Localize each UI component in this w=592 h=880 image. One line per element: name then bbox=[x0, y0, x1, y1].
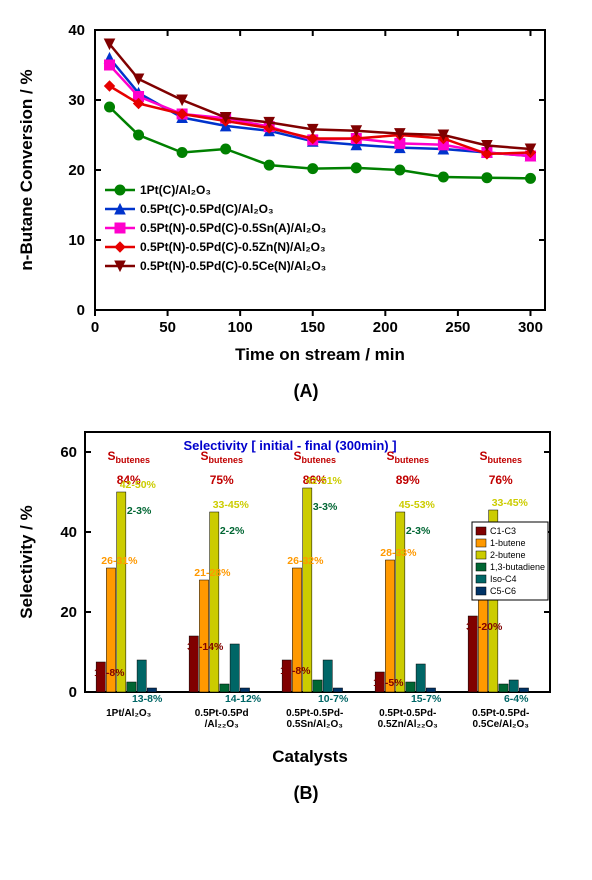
line-chart: n-Butane Conversion / % Time on stream /… bbox=[10, 10, 570, 370]
y-axis-label: n-Butane Conversion / % bbox=[17, 69, 36, 270]
x-axis-label-b: Catalysts bbox=[272, 747, 348, 766]
panel-a: n-Butane Conversion / % Time on stream /… bbox=[10, 10, 592, 402]
svg-text:0: 0 bbox=[77, 302, 85, 319]
svg-text:Sbutenes: Sbutenes bbox=[386, 449, 429, 465]
svg-text:C1-C3: C1-C3 bbox=[490, 526, 516, 536]
svg-text:0.5Pt-0.5Pd-: 0.5Pt-0.5Pd- bbox=[286, 708, 343, 719]
bar-chart: Selectivity / % Catalysts Selectivity [ … bbox=[10, 412, 570, 772]
svg-text:2-3%: 2-3% bbox=[406, 525, 431, 537]
panel-a-label: (A) bbox=[10, 381, 592, 402]
svg-text:15-8%: 15-8% bbox=[94, 667, 125, 679]
svg-text:60: 60 bbox=[60, 444, 77, 461]
svg-text:0: 0 bbox=[91, 319, 99, 336]
svg-text:200: 200 bbox=[373, 319, 398, 336]
svg-text:1,3-butadiene: 1,3-butadiene bbox=[490, 562, 545, 572]
svg-text:0.5Pt(N)-0.5Pd(C)-0.5Zn(N)/Al₂: 0.5Pt(N)-0.5Pd(C)-0.5Zn(N)/Al₂O₃ bbox=[140, 240, 326, 254]
svg-text:C5-C6: C5-C6 bbox=[490, 586, 516, 596]
svg-text:42-51%: 42-51% bbox=[306, 475, 343, 487]
svg-text:Sbutenes: Sbutenes bbox=[107, 449, 150, 465]
svg-text:20: 20 bbox=[60, 604, 77, 621]
svg-text:10-7%: 10-7% bbox=[318, 693, 349, 705]
svg-text:0.5Pt(N)-0.5Pd(C)-0.5Ce(N)/Al₂: 0.5Pt(N)-0.5Pd(C)-0.5Ce(N)/Al₂O₃ bbox=[140, 259, 326, 273]
panel-b-label: (B) bbox=[10, 783, 592, 804]
svg-text:2-3%: 2-3% bbox=[127, 505, 152, 517]
svg-text:Iso-C4: Iso-C4 bbox=[490, 574, 517, 584]
x-axis-label: Time on stream / min bbox=[235, 345, 405, 364]
svg-text:0.5Zn/Al₂₂O₃: 0.5Zn/Al₂₂O₃ bbox=[378, 719, 439, 730]
svg-text:100: 100 bbox=[228, 319, 253, 336]
svg-text:0.5Sn/Al₂O₃: 0.5Sn/Al₂O₃ bbox=[287, 719, 344, 730]
svg-text:/Al₂₂O₃: /Al₂₂O₃ bbox=[205, 719, 239, 730]
svg-text:76%: 76% bbox=[489, 473, 513, 487]
svg-text:40: 40 bbox=[60, 524, 77, 541]
svg-text:33-45%: 33-45% bbox=[213, 499, 250, 511]
svg-text:0.5Pt(C)-0.5Pd(C)/Al₂O₃: 0.5Pt(C)-0.5Pd(C)/Al₂O₃ bbox=[140, 202, 274, 216]
panel-b: Selectivity / % Catalysts Selectivity [ … bbox=[10, 412, 592, 804]
svg-text:26-32%: 26-32% bbox=[287, 555, 324, 567]
svg-text:40: 40 bbox=[68, 22, 85, 39]
svg-text:89%: 89% bbox=[396, 473, 420, 487]
svg-text:26-31%: 26-31% bbox=[101, 555, 138, 567]
svg-text:2-butene: 2-butene bbox=[490, 550, 526, 560]
svg-text:13-8%: 13-8% bbox=[132, 693, 163, 705]
svg-text:3-3%: 3-3% bbox=[313, 501, 338, 513]
svg-text:Sbutenes: Sbutenes bbox=[479, 449, 522, 465]
svg-text:0.5Pt-0.5Pd-: 0.5Pt-0.5Pd- bbox=[379, 708, 436, 719]
svg-text:14-12%: 14-12% bbox=[225, 693, 262, 705]
y-axis-label-b: Selectivity / % bbox=[17, 505, 36, 618]
svg-text:1Pt/Al₂O₃: 1Pt/Al₂O₃ bbox=[106, 708, 152, 719]
svg-text:42-50%: 42-50% bbox=[120, 479, 157, 491]
svg-text:15-7%: 15-7% bbox=[411, 693, 442, 705]
svg-text:0.5Pt-0.5Pd-: 0.5Pt-0.5Pd- bbox=[472, 708, 529, 719]
svg-text:38-20%: 38-20% bbox=[466, 621, 503, 633]
svg-text:6-4%: 6-4% bbox=[504, 693, 529, 705]
svg-text:20: 20 bbox=[68, 162, 85, 179]
svg-text:33-45%: 33-45% bbox=[492, 497, 529, 509]
svg-text:30: 30 bbox=[68, 92, 85, 109]
svg-text:150: 150 bbox=[300, 319, 325, 336]
svg-text:75%: 75% bbox=[210, 473, 234, 487]
svg-text:21-28%: 21-28% bbox=[194, 567, 231, 579]
svg-text:250: 250 bbox=[445, 319, 470, 336]
svg-text:1Pt(C)/Al₂O₃: 1Pt(C)/Al₂O₃ bbox=[140, 183, 211, 197]
svg-text:30-14%: 30-14% bbox=[187, 641, 224, 653]
svg-text:0: 0 bbox=[69, 684, 77, 701]
svg-text:0.5Pt(N)-0.5Pd(C)-0.5Sn(A)/Al₂: 0.5Pt(N)-0.5Pd(C)-0.5Sn(A)/Al₂O₃ bbox=[140, 221, 326, 235]
svg-text:1-butene: 1-butene bbox=[490, 538, 526, 548]
svg-text:0.5Pt-0.5Pd: 0.5Pt-0.5Pd bbox=[195, 708, 249, 719]
svg-text:300: 300 bbox=[518, 319, 543, 336]
svg-text:0.5Ce/Al₂O₃: 0.5Ce/Al₂O₃ bbox=[473, 719, 530, 730]
subtitle: Selectivity [ initial - final (300min) ] bbox=[183, 438, 396, 453]
svg-text:10: 10 bbox=[68, 232, 85, 249]
svg-text:18-8%: 18-8% bbox=[280, 665, 311, 677]
svg-text:10-5%: 10-5% bbox=[373, 677, 404, 689]
svg-text:2-2%: 2-2% bbox=[220, 525, 245, 537]
svg-text:50: 50 bbox=[159, 319, 176, 336]
svg-text:45-53%: 45-53% bbox=[399, 499, 436, 511]
svg-text:28-33%: 28-33% bbox=[380, 547, 417, 559]
